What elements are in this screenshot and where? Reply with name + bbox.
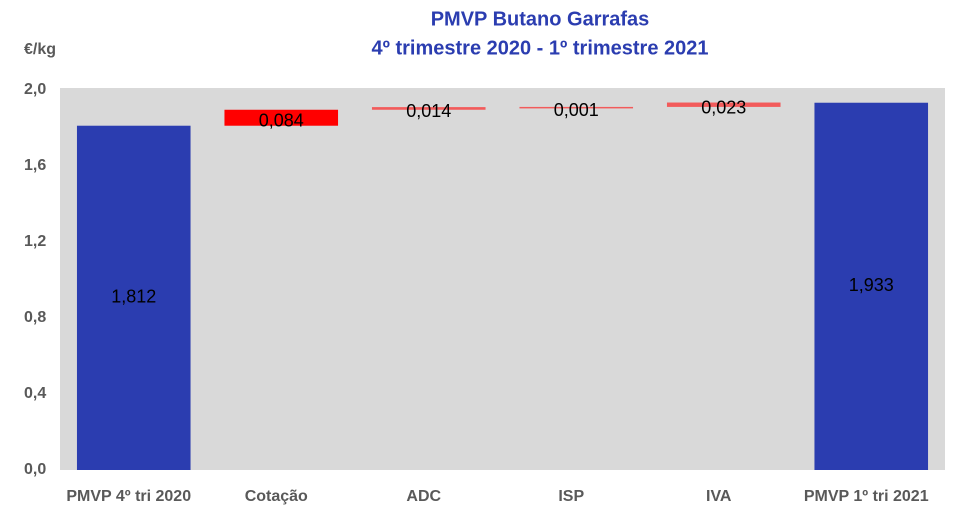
y-tick-label: 1,2 [24, 233, 46, 250]
data-label: 0,014 [406, 101, 451, 121]
bar [814, 102, 929, 470]
bar [371, 107, 486, 110]
data-label: 0,084 [259, 110, 304, 130]
plot-area [60, 88, 945, 470]
y-tick-label: 0,0 [24, 461, 46, 478]
y-tick-label: 1,6 [24, 157, 46, 174]
y-axis-label: €/kg [24, 41, 56, 58]
y-tick-label: 0,8 [24, 309, 46, 326]
x-tick-label: ISP [558, 488, 584, 505]
y-tick-label: 0,4 [24, 385, 46, 402]
data-label: 0,001 [554, 100, 599, 120]
x-tick-label: PMVP 4º tri 2020 [66, 488, 191, 505]
chart-title: PMVP Butano Garrafas [431, 8, 650, 30]
bar [76, 125, 191, 470]
bar [519, 106, 634, 109]
bar [224, 109, 339, 126]
x-tick-label: Cotação [245, 488, 308, 505]
data-label: 1,933 [849, 275, 894, 295]
x-tick-label: ADC [406, 488, 441, 505]
data-label: 1,812 [111, 287, 156, 307]
x-tick-label: PMVP 1º tri 2021 [804, 488, 929, 505]
bar [666, 102, 781, 107]
y-tick-label: 2,0 [24, 81, 46, 98]
chart-subtitle: 4º trimestre 2020 - 1º trimestre 2021 [371, 37, 708, 59]
x-tick-label: IVA [706, 488, 732, 505]
data-label: 0,023 [701, 97, 746, 117]
